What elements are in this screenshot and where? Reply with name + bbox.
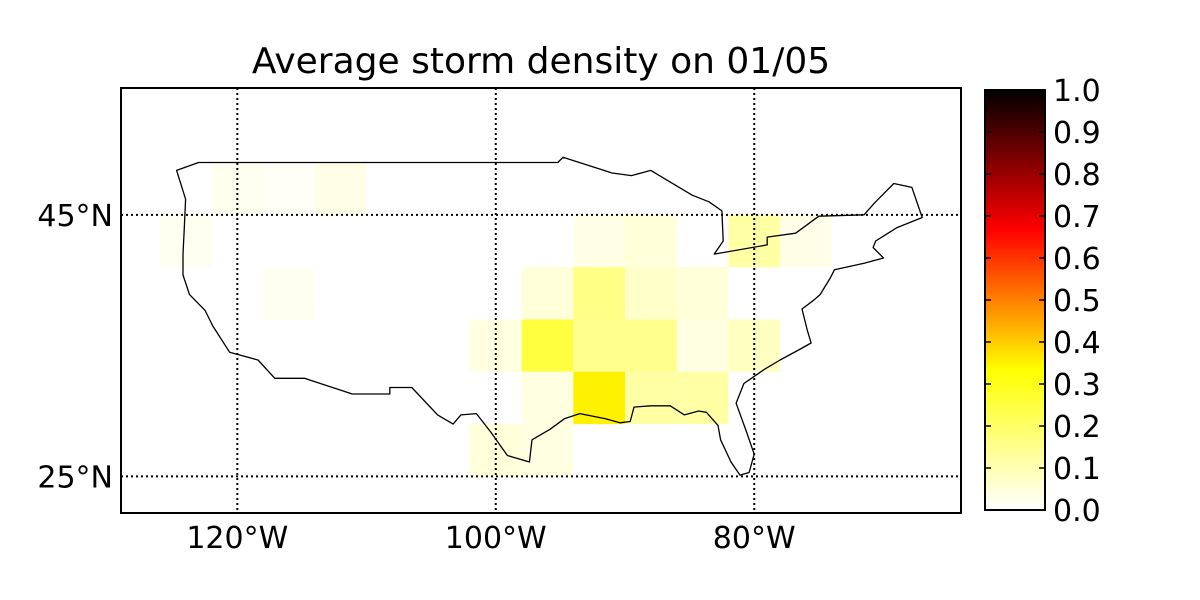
- colorbar-tick-label: 1.0: [1053, 74, 1101, 109]
- longitude-tick-label: 120°W: [186, 521, 288, 556]
- longitude-tick-label: 80°W: [713, 521, 796, 556]
- colorbar-tick-label: 0.6: [1053, 242, 1101, 277]
- density-cell: [263, 162, 315, 215]
- map-frame: [120, 87, 962, 514]
- density-cell: [573, 371, 625, 425]
- density-cell: [573, 319, 625, 372]
- colorbar-tick-label: 0.3: [1053, 368, 1101, 403]
- density-cell: [625, 319, 677, 372]
- latitude-tick-labels: 45°N 25°N: [37, 199, 113, 496]
- density-cell: [625, 214, 677, 268]
- density-cell: [625, 371, 677, 425]
- storm-density-cells: [159, 162, 832, 477]
- density-cell: [521, 424, 574, 477]
- colorbar-tick-label: 0.2: [1053, 410, 1101, 445]
- density-cell: [314, 162, 367, 215]
- density-cell: [521, 371, 574, 425]
- colorbar-tick-label: 0.9: [1053, 116, 1101, 151]
- density-cell: [263, 267, 315, 320]
- density-cell: [780, 214, 832, 268]
- longitude-tick-labels: 120°W 100°W 80°W: [186, 521, 795, 556]
- colorbar-tick-labels: 1.0 0.9 0.8 0.7 0.6 0.5 0.4 0.3 0.2 0.1 0.0: [985, 74, 1101, 529]
- density-cell: [469, 424, 522, 477]
- density-cell: [573, 214, 625, 268]
- colorbar-tick-label: 0.7: [1053, 200, 1101, 235]
- density-cell: [573, 267, 625, 320]
- colorbar: [984, 89, 1046, 511]
- density-cell: [676, 267, 729, 320]
- latitude-tick-label: 25°N: [37, 460, 113, 495]
- us-coastline-and-border: [175, 156, 923, 476]
- density-cell: [676, 319, 729, 372]
- colorbar-tick-label: 0.4: [1053, 326, 1101, 361]
- colorbar-tick-label: 0.5: [1053, 284, 1101, 319]
- graticule: [121, 88, 961, 513]
- density-cell: [521, 267, 574, 320]
- map-title: Average storm density on 01/05: [252, 41, 830, 82]
- colorbar-tick-label: 0.1: [1053, 452, 1101, 487]
- colorbar-tick-label: 0.0: [1053, 494, 1101, 529]
- longitude-tick-label: 100°W: [445, 521, 547, 556]
- latitude-tick-label: 45°N: [37, 199, 113, 234]
- density-cell: [676, 371, 729, 425]
- colorbar-tick-label: 0.8: [1053, 158, 1101, 193]
- density-cell: [159, 214, 212, 268]
- density-cell: [521, 319, 574, 372]
- density-cell: [625, 267, 677, 320]
